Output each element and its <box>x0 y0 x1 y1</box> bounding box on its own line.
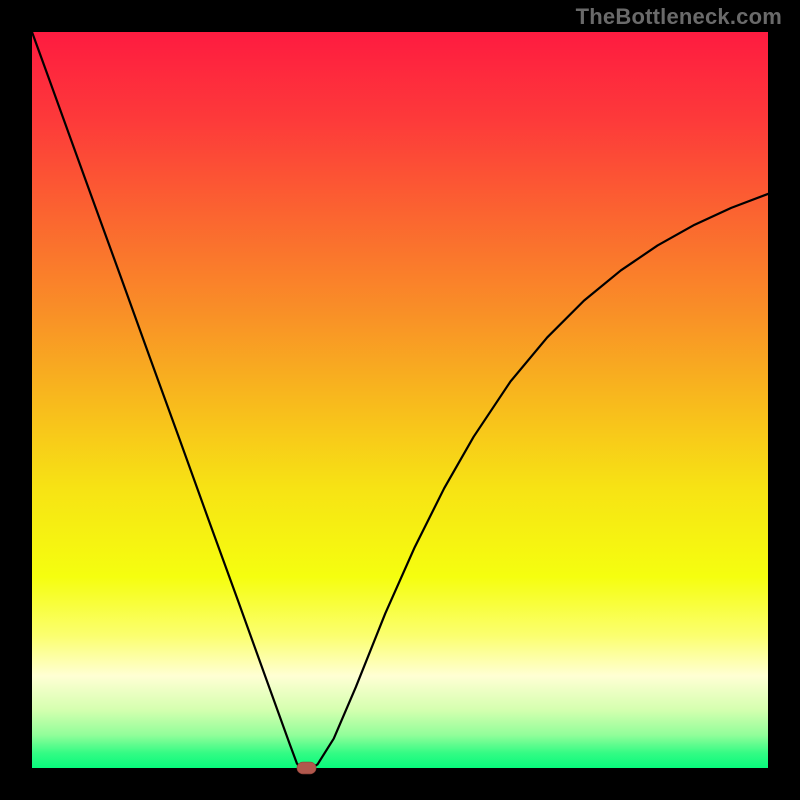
watermark-text: TheBottleneck.com <box>576 4 782 30</box>
bottleneck-curve-chart <box>0 0 800 800</box>
chart-container: TheBottleneck.com <box>0 0 800 800</box>
optimal-marker <box>297 762 316 774</box>
plot-background <box>32 32 768 768</box>
